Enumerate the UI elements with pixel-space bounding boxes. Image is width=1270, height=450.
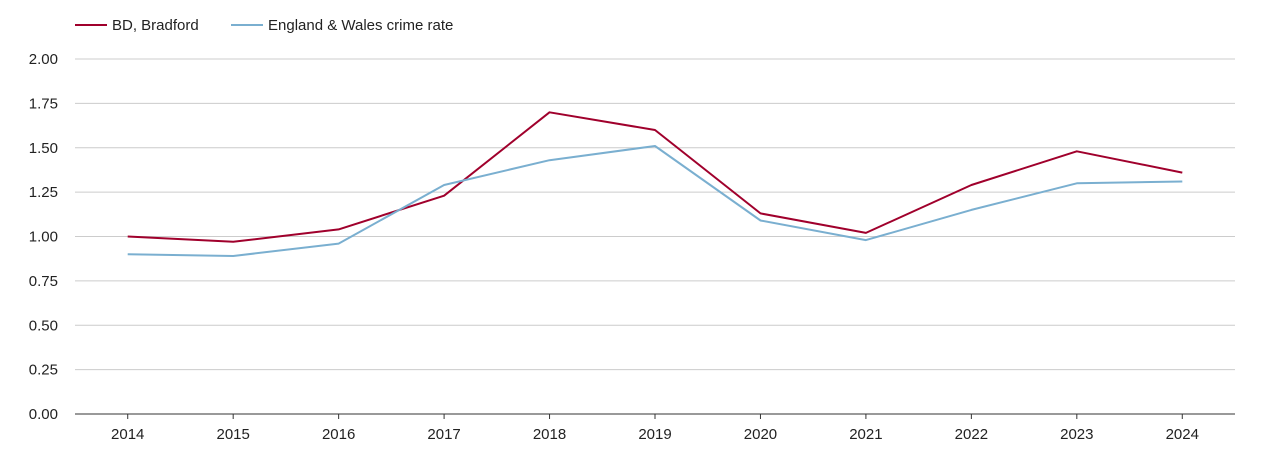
x-tick-label: 2015 (216, 426, 249, 443)
axes: 0.00 0.25 0.50 0.75 1.00 1.25 1.50 1.75 2.00 2014… (29, 51, 1235, 443)
y-tick-label: 1.25 (29, 184, 58, 201)
x-tick-label: 2020 (744, 426, 777, 443)
data-point-england-wales[interactable] (1178, 177, 1186, 185)
legend-label-england-wales: England & Wales crime rate (268, 17, 453, 34)
data-point-bradford[interactable] (335, 225, 343, 233)
y-tick-label: 1.75 (29, 95, 58, 112)
legend-label-bradford: BD, Bradford (112, 17, 199, 34)
y-tick-label: 2.00 (29, 51, 58, 68)
y-tick-label: 0.50 (29, 317, 58, 334)
y-tick-label: 0.75 (29, 273, 58, 290)
data-point-england-wales[interactable] (440, 181, 448, 189)
x-tick-label: 2019 (638, 426, 671, 443)
data-point-england-wales[interactable] (756, 217, 764, 225)
data-point-bradford[interactable] (124, 233, 132, 241)
series-line-england-wales[interactable] (127, 145, 1183, 257)
gridlines (75, 58, 1235, 371)
x-tick-label: 2016 (322, 426, 355, 443)
data-point-bradford[interactable] (229, 238, 237, 246)
data-point-england-wales[interactable] (335, 240, 343, 248)
x-tick-label: 2017 (427, 426, 460, 443)
x-tick-label: 2022 (955, 426, 988, 443)
data-point-bradford[interactable] (862, 229, 870, 237)
data-point-bradford[interactable] (651, 126, 659, 134)
data-point-england-wales[interactable] (967, 206, 975, 214)
data-point-england-wales[interactable] (651, 142, 659, 150)
y-tick-label: 0.00 (29, 406, 58, 423)
data-point-bradford[interactable] (1073, 147, 1081, 155)
y-tick-label: 1.50 (29, 140, 58, 157)
data-point-bradford[interactable] (967, 181, 975, 189)
x-tick-label: 2023 (1060, 426, 1093, 443)
data-point-bradford[interactable] (756, 209, 764, 217)
data-point-england-wales[interactable] (1073, 179, 1081, 187)
data-point-bradford[interactable] (546, 108, 554, 116)
data-point-england-wales[interactable] (546, 156, 554, 164)
series-lines (124, 108, 1186, 260)
data-point-england-wales[interactable] (124, 250, 132, 258)
x-tick-label: 2014 (111, 426, 144, 443)
y-tick-label: 1.00 (29, 229, 58, 246)
data-point-england-wales[interactable] (862, 236, 870, 244)
x-tick-label: 2018 (533, 426, 566, 443)
y-tick-label: 0.25 (29, 362, 58, 379)
series-line-bradford[interactable] (127, 111, 1183, 243)
x-tick-label: 2021 (849, 426, 882, 443)
data-point-bradford[interactable] (440, 192, 448, 200)
legend-item-england-wales[interactable]: England & Wales crime rate (231, 17, 453, 34)
data-point-england-wales[interactable] (229, 252, 237, 260)
x-tick-label: 2024 (1166, 426, 1199, 443)
legend: BD, Bradford England & Wales crime rate (75, 17, 453, 34)
data-point-bradford[interactable] (1178, 169, 1186, 177)
legend-item-bradford[interactable]: BD, Bradford (75, 17, 199, 34)
